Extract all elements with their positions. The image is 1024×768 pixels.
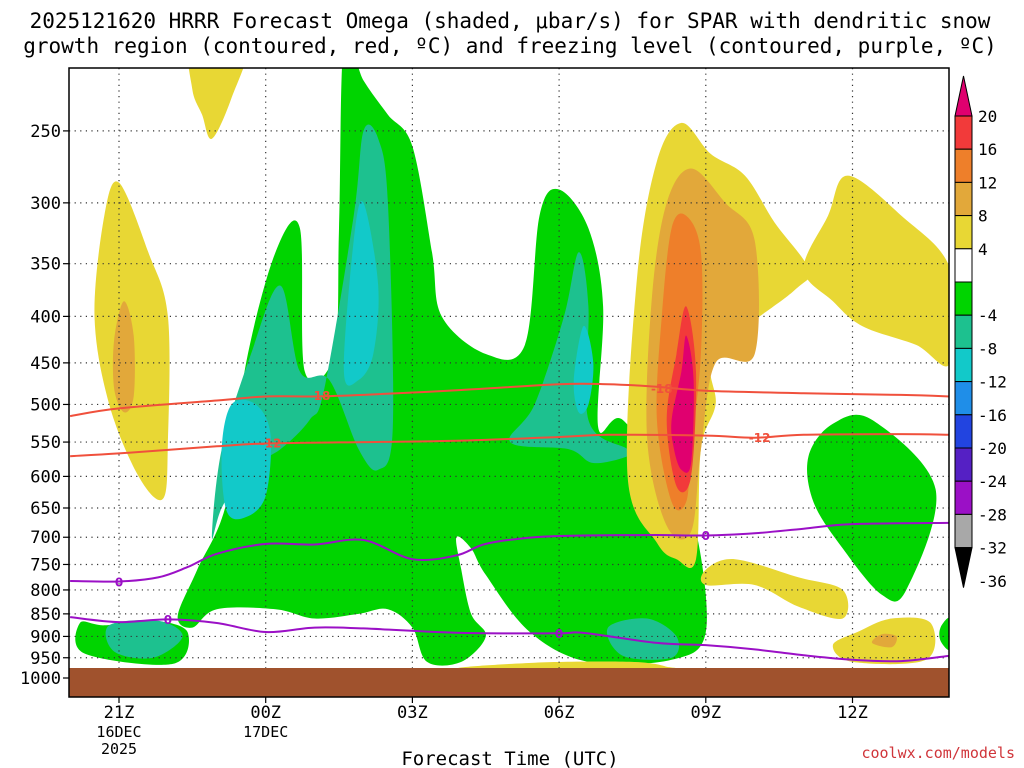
freezing-lower-label-1: 0 [555,627,563,641]
colorbar-label-4: 4 [978,240,988,259]
omega-region-12 [188,68,244,139]
colorbar-bin-2 [954,181,973,217]
y-tick-label-500: 500 [30,395,61,415]
colorbar-bin-4 [954,248,973,283]
colorbar-bin-6 [954,314,973,349]
colorbar-label-10: -24 [978,472,1007,491]
y-tick-label-1000: 1000 [20,669,61,689]
colorbar-label-13: -36 [978,572,1007,591]
y-tick-label-300: 300 [30,194,61,214]
colorbar-bin-3 [954,215,973,250]
x-date-label-00Z-0: 17DEC [243,723,288,741]
contour-layer: -18 -18 -12 -12 0 0 0 0 [69,382,949,663]
freezing-upper-line [70,521,949,583]
y-tick-label-700: 700 [30,528,61,548]
plot-frame [68,67,950,698]
chart-title-line-2: growth region (contoured, red, ºC) and f… [23,34,997,58]
colorbar-bin-0 [954,115,973,150]
omega-region-10 [939,617,949,651]
y-tick-label-850: 850 [30,605,61,625]
omega-region-3 [509,252,633,464]
colorbar-label-0: 20 [978,107,997,126]
x-tick-label-12Z: 12Z [837,703,868,723]
colorbar-label-7: -12 [978,373,1007,392]
omega-region-17 [457,661,677,670]
ground-below-surface [69,668,949,697]
y-tick-label-450: 450 [30,354,61,374]
colorbar-bin-10 [954,447,973,482]
x-tick-label-09Z: 09Z [690,703,721,723]
y-tick-label-600: 600 [30,467,61,487]
y-tick-label-350: 350 [30,255,61,275]
x-axis-title: Forecast Time (UTC) [401,748,618,768]
colorbar-label-9: -20 [978,439,1007,458]
colorbar-label-2: 12 [978,173,997,192]
colorbar-label-12: -32 [978,539,1007,558]
y-axis: 2503003504004505005506006507007508008509… [20,122,69,689]
omega-region-4 [221,399,272,520]
x-tick-label-21Z: 21Z [104,703,135,723]
colorbar-label-6: -8 [978,339,997,358]
y-tick-label-250: 250 [30,122,61,142]
omega-region-9 [807,414,937,602]
omega-region-5 [343,201,379,386]
y-tick-label-750: 750 [30,555,61,575]
colorbar-label-8: -16 [978,406,1007,425]
omega-region-15 [700,559,849,620]
freezing-lower-label-0: 0 [164,613,172,627]
omega-shading-layer [75,68,949,670]
dgz-minus18-label-0: -18 [309,389,331,403]
freezing-upper-label-1: 0 [702,529,710,543]
omega-region-18 [112,301,135,413]
dgz-minus12-line [70,433,949,458]
freezing-upper-label-0: 0 [115,575,123,589]
omega-region-14 [803,175,949,367]
colorbar-legend: 20 16 12 8 4 -4 -8 -12 -16 -20 -24 -28 -32 -36 [954,75,1007,591]
freezing-lower-line [70,616,949,663]
omega-region-7 [606,618,680,660]
x-date-label-21Z-1: 2025 [101,740,137,758]
grid-layer [69,68,949,669]
y-tick-label-550: 550 [30,433,61,453]
colorbar-label-11: -28 [978,505,1007,524]
omega-region-6 [573,325,594,414]
colorbar-bin-5 [954,281,973,316]
colorbar-label-3: 8 [978,207,988,226]
omega-region-1 [177,68,707,666]
chart-title-line-1: 2025121620 HRRR Forecast Omega (shaded, … [30,9,991,33]
colorbar-bin-12 [954,513,973,549]
colorbar-label-1: 16 [978,140,997,159]
colorbar-bin-8 [954,381,973,416]
omega-region-23 [671,335,694,473]
x-tick-label-03Z: 03Z [397,703,428,723]
y-tick-label-950: 950 [30,649,61,669]
y-tick-label-400: 400 [30,307,61,327]
dgz-minus18-label-1: -18 [651,382,673,396]
omega-region-8 [105,619,183,659]
x-date-label-21Z-0: 16DEC [96,723,141,741]
x-tick-label-00Z: 00Z [250,703,281,723]
colorbar-bin-1 [954,148,973,183]
dgz-minus12-label-1: -12 [749,431,771,445]
colorbar-bin-11 [954,480,973,515]
colorbar-bin-7 [954,347,973,383]
colorbar-bin-9 [954,414,973,449]
y-tick-label-800: 800 [30,581,61,601]
y-tick-label-650: 650 [30,499,61,519]
colorbar-bin-bottom-arrow [954,547,973,588]
credit-text: coolwx.com/models [861,744,1015,762]
omega-region-20 [871,633,898,648]
colorbar-label-5: -4 [978,306,997,325]
dgz-minus12-label-0: -12 [260,436,282,450]
x-tick-label-06Z: 06Z [544,703,575,723]
y-tick-label-900: 900 [30,627,61,647]
dgz-minus18-line [69,382,949,418]
